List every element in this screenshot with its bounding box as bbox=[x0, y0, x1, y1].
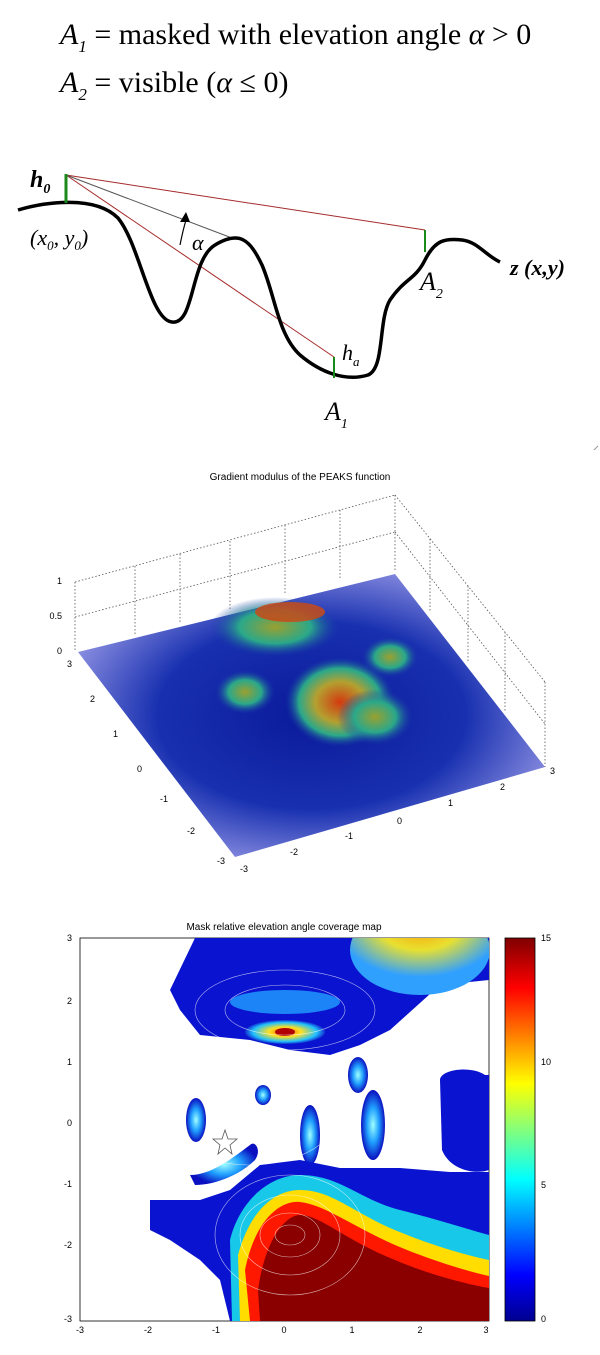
blob-a bbox=[348, 1057, 368, 1093]
eq2-rel: ≤ 0) bbox=[231, 66, 289, 99]
y-tick: -1 bbox=[64, 1179, 72, 1189]
eq2-greek: α bbox=[216, 66, 232, 99]
x-tick: 2 bbox=[417, 1325, 422, 1335]
blob-d bbox=[300, 1105, 320, 1165]
alpha-arc bbox=[179, 219, 187, 246]
y-tick: -3 bbox=[217, 856, 225, 866]
y-tick: -1 bbox=[160, 794, 168, 804]
x-tick: 0 bbox=[281, 1325, 286, 1335]
terrain-curve bbox=[17, 200, 501, 380]
surface-plot-3d: Gradient modulus of the PEAKS function 0… bbox=[49, 472, 555, 872]
y-tick: 2 bbox=[90, 694, 95, 704]
observer-star-icon bbox=[211, 1128, 239, 1156]
colorbar-tick: 0 bbox=[541, 1314, 546, 1324]
x-tick: -2 bbox=[144, 1325, 152, 1335]
y-tick: 0 bbox=[137, 764, 142, 774]
x-tick: 0 bbox=[397, 816, 402, 826]
z-tick: 0 bbox=[57, 646, 62, 656]
region-top-band bbox=[230, 990, 340, 1014]
region-right bbox=[440, 1069, 489, 1172]
eq1-sub: 1 bbox=[78, 37, 87, 56]
surface-peak-right bbox=[337, 689, 413, 745]
label-surface: z (x,y) bbox=[509, 255, 565, 280]
label-origin-point: (x0, y0) bbox=[30, 225, 88, 253]
blob-e bbox=[361, 1090, 385, 1160]
y-tick: 1 bbox=[113, 729, 118, 739]
y-tick: 3 bbox=[67, 659, 72, 669]
x-tick: 1 bbox=[448, 798, 453, 808]
z-tick: 0.5 bbox=[49, 611, 62, 621]
eq1-greek: α bbox=[468, 18, 485, 51]
eq2-var: A bbox=[60, 66, 79, 99]
surface-peak-upper-right bbox=[362, 637, 418, 677]
corner-mark bbox=[593, 445, 599, 450]
ray-to-a2 bbox=[65, 174, 426, 231]
x-tick: -3 bbox=[240, 864, 248, 872]
blob-arm bbox=[190, 1143, 258, 1185]
y-tick: 1 bbox=[67, 1057, 72, 1067]
y-tick: -2 bbox=[64, 1240, 72, 1250]
eq1-text: = masked with elevation angle bbox=[86, 18, 469, 51]
label-a1: A1 bbox=[323, 397, 348, 432]
coverage-map: Mask relative elevation angle coverage m… bbox=[64, 922, 551, 1335]
terrain-diagram: h0 (x0, y0) α A2 ha A1 z (x,y) bbox=[17, 167, 599, 450]
y-tick: 3 bbox=[67, 933, 72, 943]
x-tick: -2 bbox=[290, 847, 298, 857]
colorbar bbox=[504, 937, 536, 1322]
label-h0: h0 bbox=[30, 167, 50, 197]
label-ha: ha bbox=[342, 340, 360, 369]
colorbar-tick: 5 bbox=[541, 1180, 546, 1190]
coverage-regions bbox=[150, 938, 489, 1321]
eq2-sub: 2 bbox=[78, 85, 87, 104]
label-alpha: α bbox=[192, 230, 204, 255]
coverage-map-title: Mask relative elevation angle coverage m… bbox=[186, 922, 382, 933]
eq1-var: A bbox=[60, 18, 79, 51]
surface-peak-left bbox=[215, 670, 275, 714]
alpha-arrowhead bbox=[180, 212, 190, 222]
colorbar-tick: 15 bbox=[541, 933, 551, 943]
surface-plot-title: Gradient modulus of the PEAKS function bbox=[210, 472, 391, 483]
eq2-text: = visible ( bbox=[86, 66, 217, 99]
hot-spot-top-core bbox=[275, 1028, 295, 1036]
surface-ridge bbox=[255, 602, 325, 622]
ray-tangent bbox=[65, 174, 233, 239]
contour-lines bbox=[159, 969, 376, 1296]
eq1-rel: > 0 bbox=[484, 18, 532, 51]
region-top-glow bbox=[350, 938, 489, 995]
x-tick: 1 bbox=[349, 1325, 354, 1335]
colorbar-tick: 10 bbox=[541, 1057, 551, 1067]
y-tick: -3 bbox=[64, 1314, 72, 1324]
surface-box bbox=[74, 494, 546, 767]
y-tick: -2 bbox=[187, 826, 195, 836]
y-tick: 0 bbox=[67, 1118, 72, 1128]
x-tick: -1 bbox=[345, 831, 353, 841]
blob-b bbox=[186, 1098, 206, 1142]
x-tick: -1 bbox=[212, 1325, 220, 1335]
x-tick: 3 bbox=[550, 766, 555, 776]
blob-c bbox=[255, 1085, 271, 1105]
z-tick: 1 bbox=[57, 576, 62, 586]
y-tick: 2 bbox=[67, 996, 72, 1006]
label-a2: A2 bbox=[418, 267, 443, 302]
region-bottom-darkred bbox=[258, 1215, 489, 1321]
x-tick: 2 bbox=[500, 782, 505, 792]
equation-line-1: A1 = masked with elevation angle α > 0 bbox=[60, 18, 531, 57]
x-tick: -3 bbox=[76, 1325, 84, 1335]
x-tick: 3 bbox=[483, 1325, 488, 1335]
equation-line-2: A2 = visible (α ≤ 0) bbox=[60, 66, 288, 105]
